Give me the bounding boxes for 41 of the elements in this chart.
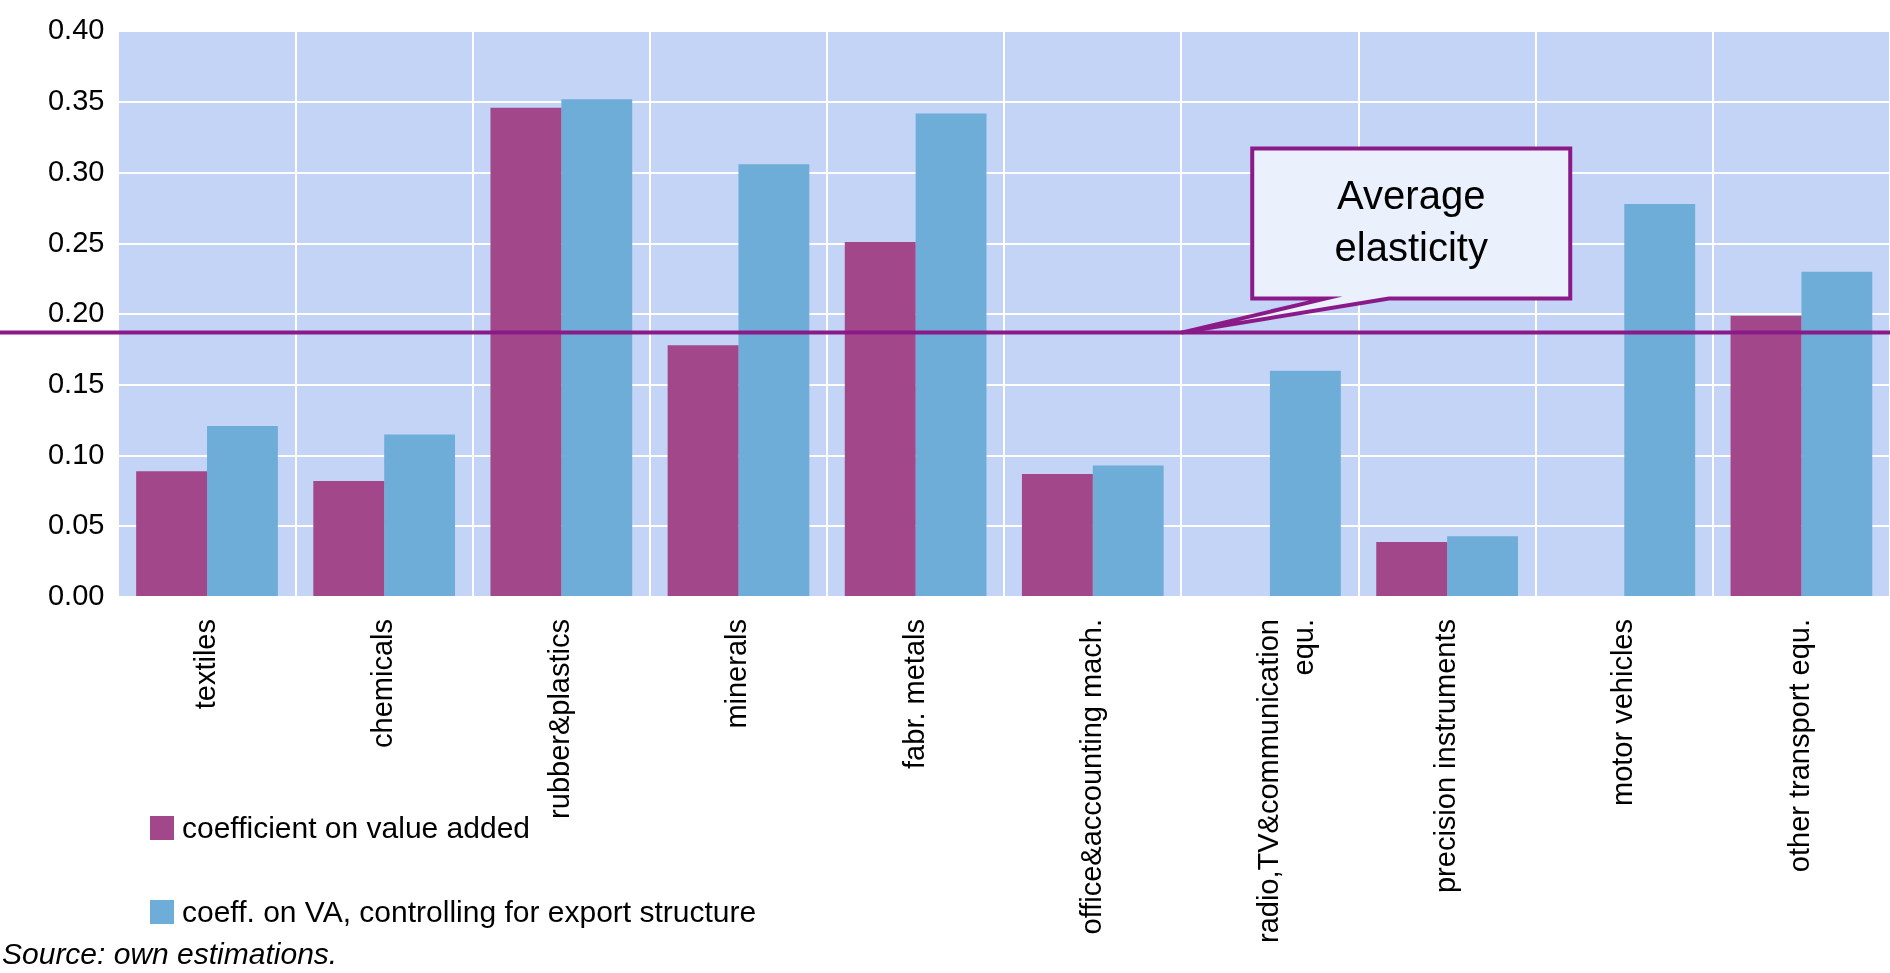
bar bbox=[1801, 271, 1873, 597]
x-tick-label: chemicals bbox=[366, 619, 399, 748]
y-tick-label: 0.00 bbox=[47, 579, 105, 612]
y-tick-label: 0.10 bbox=[47, 437, 105, 470]
bar bbox=[313, 481, 385, 597]
y-tick-label: 0.35 bbox=[47, 84, 105, 117]
legend-label: coeff. on VA, controlling for export structure bbox=[182, 895, 757, 929]
x-tick-label: fabr. metals bbox=[897, 619, 930, 769]
bar bbox=[1730, 315, 1802, 597]
x-tick-label: motor vehicles bbox=[1606, 619, 1639, 806]
bar bbox=[136, 471, 208, 597]
y-tick-label: 0.15 bbox=[47, 366, 105, 399]
bar bbox=[1269, 370, 1341, 597]
bar bbox=[1624, 203, 1696, 597]
ref-line-label: Average elasticity bbox=[1334, 172, 1488, 269]
source-note: Source: own estimations. bbox=[2, 937, 338, 971]
bar bbox=[667, 345, 739, 597]
y-tick-label: 0.05 bbox=[47, 508, 105, 541]
bar bbox=[1376, 541, 1448, 597]
y-tick-label: 0.25 bbox=[47, 225, 105, 258]
bar bbox=[561, 99, 633, 597]
bar bbox=[738, 164, 810, 597]
x-tick-label: rubber&plastics bbox=[543, 619, 576, 819]
bar bbox=[490, 107, 562, 597]
x-tick-label: precision instruments bbox=[1429, 619, 1462, 894]
bar bbox=[1021, 474, 1093, 597]
y-tick-label: 0.40 bbox=[47, 13, 105, 46]
bar bbox=[1447, 536, 1518, 597]
bar bbox=[384, 434, 456, 597]
bar bbox=[915, 113, 987, 597]
legend-label: coefficient on value added bbox=[182, 811, 531, 845]
y-tick-label: 0.20 bbox=[47, 296, 105, 329]
x-tick-label: radio,TV&communication equ. bbox=[1251, 619, 1319, 944]
x-tick-label: other transport equ. bbox=[1783, 619, 1816, 873]
x-tick-label: textiles bbox=[189, 619, 222, 710]
bar bbox=[207, 425, 278, 597]
bar bbox=[844, 242, 916, 597]
bar bbox=[1092, 465, 1164, 597]
x-tick-label: minerals bbox=[720, 619, 753, 729]
y-tick-label: 0.30 bbox=[47, 154, 105, 187]
x-tick-label: office&accounting mach. bbox=[1074, 619, 1107, 935]
